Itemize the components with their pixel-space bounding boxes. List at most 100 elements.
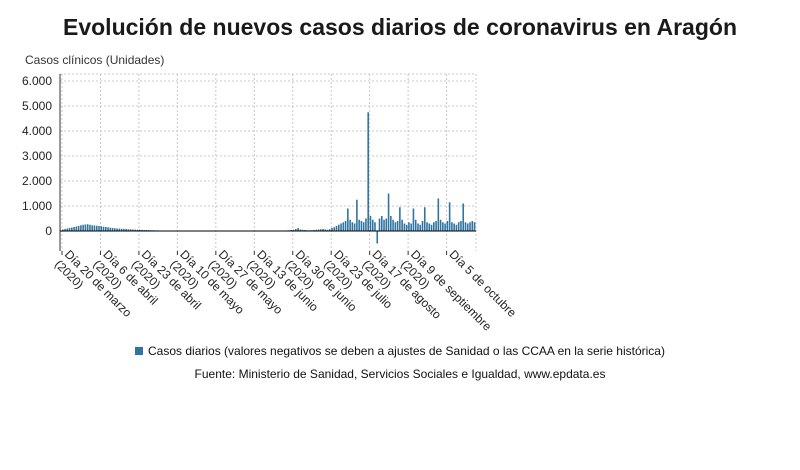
bar <box>376 231 379 244</box>
bar <box>331 228 333 231</box>
bar <box>136 229 139 231</box>
bar <box>387 193 390 231</box>
bar <box>134 229 136 231</box>
bar <box>340 223 342 231</box>
bar <box>433 222 435 231</box>
bar <box>401 219 403 231</box>
bar <box>446 221 449 231</box>
bar <box>444 223 446 231</box>
bar <box>80 225 82 231</box>
bar <box>358 219 360 231</box>
bar <box>349 219 351 231</box>
bar <box>64 229 66 231</box>
bar <box>428 223 431 231</box>
bar <box>466 223 469 231</box>
bar <box>75 226 78 231</box>
bar <box>132 229 134 231</box>
bar <box>383 219 385 231</box>
bar <box>442 222 444 231</box>
bar <box>335 226 338 231</box>
bar <box>107 227 109 231</box>
bar <box>111 228 114 231</box>
bar <box>292 229 295 231</box>
bar <box>460 221 462 231</box>
bar <box>120 228 123 231</box>
y-tick-label: 1.000 <box>22 199 52 213</box>
bar <box>297 228 299 231</box>
bar <box>86 224 89 231</box>
bar <box>344 221 347 231</box>
bar <box>405 224 408 231</box>
bar <box>84 224 87 231</box>
bar <box>95 225 98 231</box>
bar <box>109 227 112 231</box>
bar <box>324 229 327 231</box>
bar <box>66 228 69 231</box>
x-tick-label: Día 5 de octubre <box>446 247 519 320</box>
bar <box>437 198 440 231</box>
bar <box>410 223 412 231</box>
bar <box>362 222 365 231</box>
y-tick-label: 6.000 <box>22 74 52 88</box>
bar <box>104 227 107 231</box>
bar <box>123 228 125 231</box>
bar <box>469 222 471 231</box>
source-note: Fuente: Ministerio de Sanidad, Servicios… <box>194 367 606 381</box>
bar <box>414 219 417 231</box>
bar <box>73 227 75 231</box>
bar <box>453 223 455 231</box>
legend: Casos diarios (valores negativos se debe… <box>0 344 800 358</box>
bar <box>394 222 397 231</box>
bar <box>319 229 322 231</box>
bar <box>369 216 372 231</box>
bar <box>435 221 437 231</box>
bar <box>295 229 297 231</box>
bar <box>301 229 304 231</box>
legend-swatch <box>135 347 144 355</box>
bar <box>430 224 433 231</box>
bar <box>114 228 116 231</box>
bar <box>138 229 141 231</box>
bar <box>396 221 399 231</box>
bar <box>380 216 383 231</box>
bar <box>451 222 453 231</box>
bar <box>127 229 130 231</box>
bar <box>462 203 465 231</box>
bar <box>351 222 354 231</box>
bar <box>419 224 422 231</box>
y-tick-label: 4.000 <box>22 124 52 138</box>
bar <box>412 208 415 231</box>
bar <box>116 228 118 231</box>
bar <box>417 223 419 231</box>
bar <box>100 226 103 231</box>
bar <box>473 222 476 231</box>
bar <box>365 218 367 231</box>
bar <box>423 207 426 231</box>
bar <box>342 222 345 231</box>
bar <box>464 222 467 231</box>
bar <box>471 221 474 231</box>
chart-title: Evolución de nuevos casos diarios de cor… <box>63 14 737 40</box>
bar <box>98 226 100 231</box>
bar <box>317 229 320 231</box>
bar <box>125 229 127 231</box>
bar <box>439 219 442 231</box>
bar <box>77 226 80 231</box>
bar <box>333 227 336 231</box>
bar <box>455 224 458 231</box>
bar <box>129 229 132 231</box>
bar <box>102 226 105 231</box>
y-tick-label: 0 <box>45 224 52 238</box>
bar <box>347 208 349 231</box>
bar <box>360 221 363 231</box>
bar <box>89 224 91 231</box>
bar <box>328 229 331 231</box>
bar <box>426 222 428 231</box>
bar <box>371 219 374 231</box>
bar <box>141 229 143 231</box>
bar <box>378 218 381 231</box>
bar <box>385 218 388 231</box>
y-tick-label: 5.000 <box>22 99 52 113</box>
bar <box>315 229 317 231</box>
